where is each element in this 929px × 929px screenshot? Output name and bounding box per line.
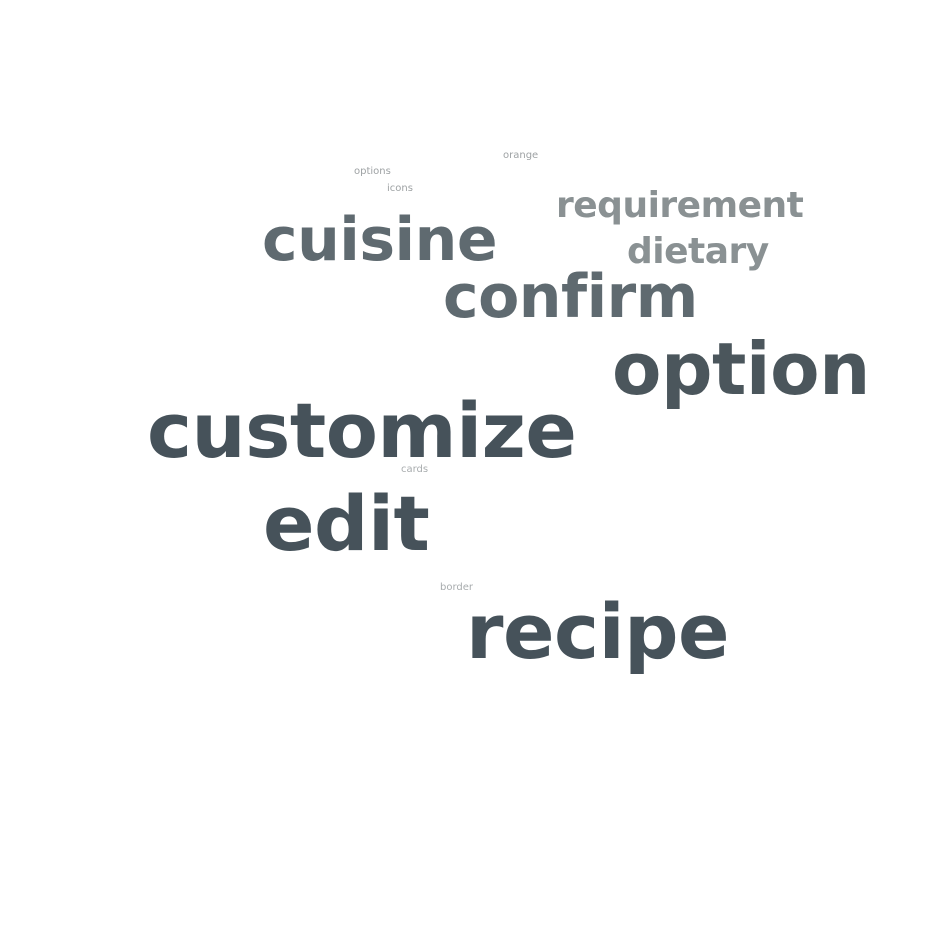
word-dietary: dietary [627, 231, 769, 272]
word-icons: icons [387, 183, 413, 194]
word-cuisine: cuisine [262, 205, 498, 275]
word-edit: edit [263, 479, 430, 568]
word-confirm: confirm [443, 262, 698, 332]
word-cards: cards [401, 464, 429, 475]
word-customize: customize [147, 386, 577, 475]
word-option: option [612, 327, 870, 411]
word-requirement: requirement [556, 185, 804, 226]
word-options: options [354, 166, 391, 177]
word-border: border [440, 582, 474, 593]
word-orange: orange [503, 150, 539, 161]
word-recipe: recipe [466, 587, 730, 676]
